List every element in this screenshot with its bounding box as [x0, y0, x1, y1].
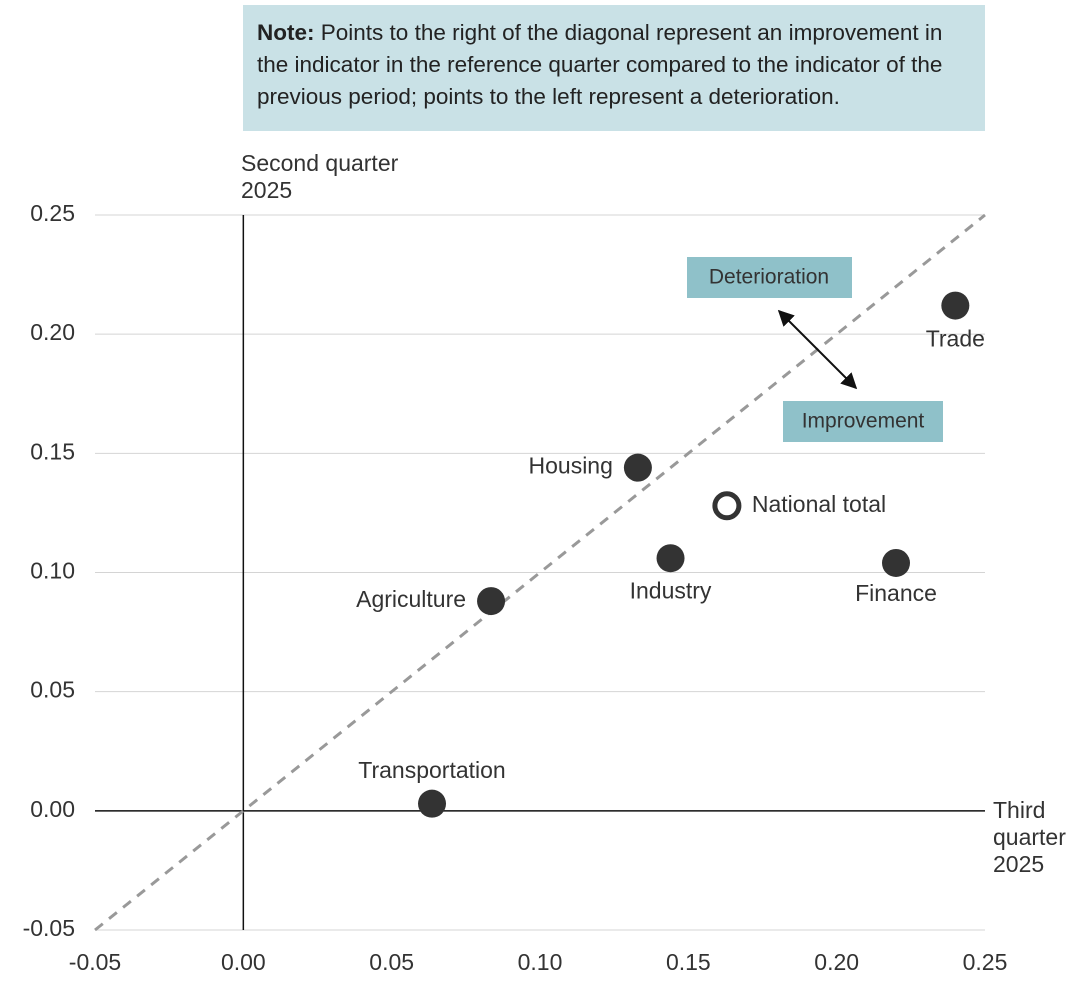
y-tick-label: 0.00 — [30, 796, 75, 822]
y-tick-label: -0.05 — [23, 915, 75, 941]
point — [418, 789, 447, 818]
x-axis-label: Third quarter 2025 — [993, 797, 1066, 877]
point — [623, 453, 652, 482]
x-tick-label: 0.20 — [814, 949, 859, 975]
y-axis-label: Second quarter 2025 — [241, 150, 399, 203]
point-label: Housing — [529, 453, 613, 479]
annotation-box — [687, 257, 852, 298]
x-tick-label: -0.05 — [69, 949, 121, 975]
point-label: National total — [752, 491, 886, 517]
point — [712, 491, 742, 521]
note: Note: Points to the right of the diagona… — [243, 5, 985, 131]
x-tick-label: 0.10 — [518, 949, 563, 975]
point — [882, 548, 910, 577]
y-tick-label: 0.10 — [30, 558, 75, 584]
x-tick-label: 0.15 — [666, 949, 711, 975]
point — [656, 544, 685, 573]
point-label: Transportation — [358, 757, 505, 783]
point — [941, 291, 970, 320]
x-tick-label: 0.00 — [221, 949, 266, 975]
x-tick-label: 0.25 — [963, 949, 1008, 975]
y-tick-label: 0.20 — [30, 319, 75, 345]
annotation: Improvement — [802, 410, 925, 433]
y-tick-label: 0.15 — [30, 438, 75, 464]
point-label: Finance — [855, 580, 937, 606]
annotation-box — [783, 401, 943, 442]
note-text: Points to the right of the diagonal repr… — [257, 20, 943, 109]
point-label: Agriculture — [356, 586, 466, 612]
note-label: Note: — [257, 20, 315, 45]
x-tick-label: 0.05 — [369, 949, 414, 975]
annotation: Deterioration — [709, 266, 829, 289]
y-tick-label: 0.05 — [30, 677, 75, 703]
point — [477, 587, 506, 616]
y-tick-label: 0.25 — [30, 200, 75, 226]
annotation-arrow — [777, 309, 858, 390]
point-label: Industry — [630, 577, 712, 603]
point-label: Trade — [926, 326, 985, 352]
